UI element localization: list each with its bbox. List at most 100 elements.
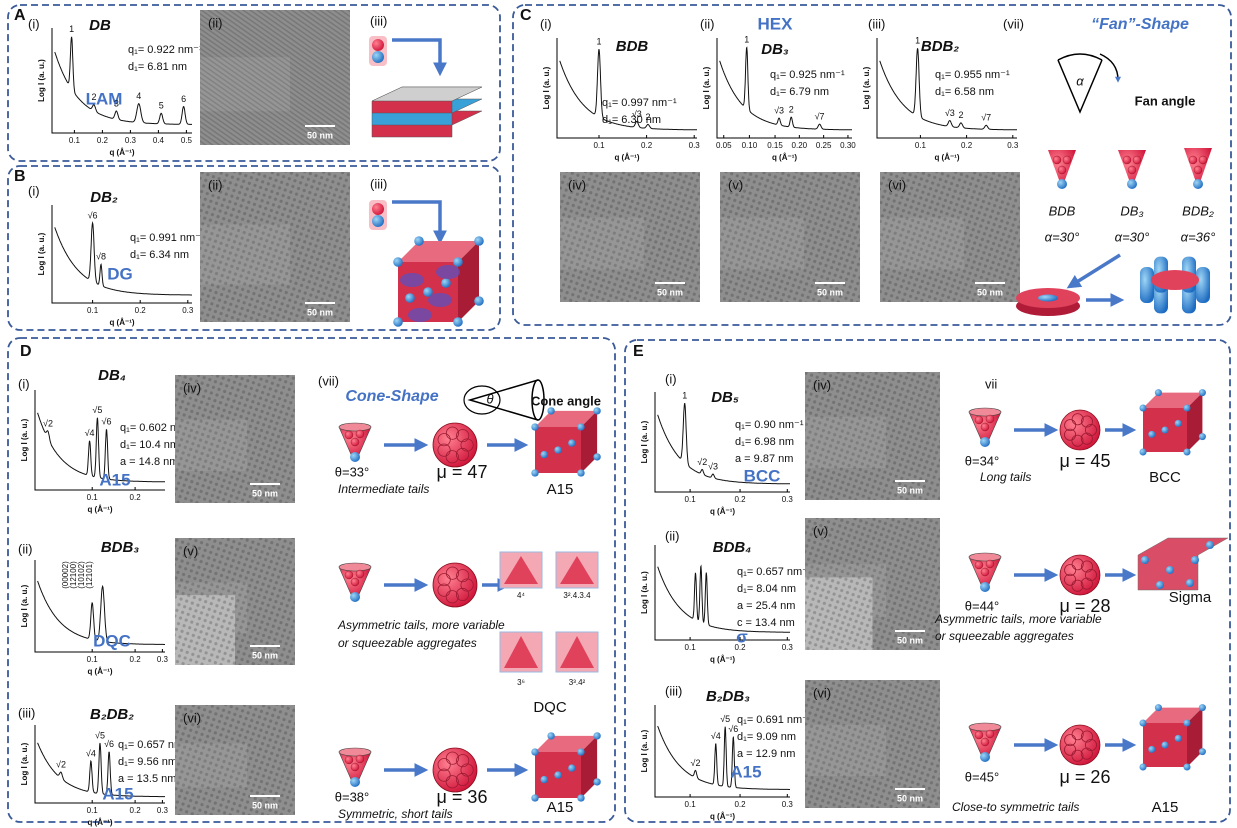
x-tick-label: 0.2 [734, 495, 746, 504]
x-tick-label: 0.10 [742, 141, 758, 150]
tem-texture [880, 172, 1020, 302]
cube-sphere [441, 278, 451, 288]
x-tick-label: 0.2 [135, 306, 147, 315]
cone-block [355, 754, 365, 764]
tail-description: Symmetric, short tails [338, 807, 453, 821]
tiling-tile [504, 636, 538, 668]
saxs-curve [719, 46, 852, 131]
image-label: (v) [183, 543, 198, 558]
image-label: (v) [728, 177, 743, 192]
peak-index: 6 [181, 94, 186, 104]
cube-sphere [593, 732, 601, 740]
x-tick-label: 0.4 [153, 136, 165, 145]
peak-index: √2 [691, 758, 701, 768]
fan-block [1127, 165, 1137, 175]
phase-label: DQC [93, 631, 131, 650]
blue-block [372, 215, 384, 227]
red-block [372, 39, 384, 51]
y-axis-label: Log I (a. u.) [20, 584, 29, 627]
peak-index: √5 [95, 730, 105, 740]
cube-sphere [554, 446, 562, 454]
image-label: (iv) [183, 380, 201, 395]
x-tick-label: 0.15 [767, 141, 783, 150]
structure-parameter: q₁= 0.90 nm⁻¹ [735, 419, 804, 431]
cone-block [980, 567, 990, 577]
panel-label: (ii) [665, 528, 679, 543]
aggregate [1059, 724, 1101, 766]
tiling-label: 3³.4² [569, 678, 586, 687]
cube-side [458, 241, 479, 322]
cone-block [974, 560, 984, 570]
aggregate-unit [437, 768, 451, 782]
phase-name: BCC [1149, 469, 1181, 486]
x-tick-label: 0.1 [685, 800, 697, 809]
scale-label: 50 nm [657, 287, 683, 297]
aggregate-unit [437, 433, 451, 447]
aggregate-unit [1071, 558, 1084, 571]
tem-shade [805, 724, 886, 776]
scale-label: 50 nm [897, 793, 923, 803]
peak-index: 1 [744, 35, 749, 45]
panel-label: (iii) [665, 683, 682, 698]
tem-texture [720, 172, 860, 302]
structure-parameter: q₁= 0.657 nm⁻¹ [737, 566, 812, 578]
structure-parameter: d₁= 6.30 nm [602, 114, 661, 126]
panel-label: (i) [665, 371, 677, 386]
aggregate-unit [445, 426, 460, 440]
sample-name: B₂DB₃ [706, 688, 750, 705]
aggregate-unit [1085, 423, 1098, 436]
fan-block [1062, 155, 1072, 165]
tem-texture [175, 375, 295, 503]
tiling-tile [560, 636, 594, 668]
cube-sphere [577, 794, 585, 802]
arrow [392, 200, 447, 245]
peak-index: √3 [632, 109, 642, 119]
x-tick-label: 0.05 [716, 141, 732, 150]
x-axis-label: q (Å⁻¹) [614, 153, 639, 162]
image-label: (v) [813, 523, 828, 538]
cylinder [1196, 267, 1210, 303]
structure-parameter: d₁= 6.34 nm [130, 249, 189, 261]
aggregate-unit [460, 763, 474, 777]
sample-name: DB₃ [761, 41, 789, 58]
structure-parameter: d₁= 9.56 nm [118, 756, 177, 768]
tem-texture [560, 172, 700, 302]
aggregate-unit [455, 587, 470, 602]
peak-index: (10102) [77, 561, 86, 589]
axis [34, 560, 165, 653]
panel-label: (i) [28, 183, 40, 198]
axis [654, 545, 790, 641]
aggregate [1059, 409, 1101, 451]
saxs-curve [657, 725, 790, 790]
cone-block [350, 437, 360, 447]
scale-label: 50 nm [977, 287, 1003, 297]
x-tick-label: 0.2 [130, 493, 142, 502]
x-axis-label: q (Å⁻¹) [710, 812, 735, 821]
panel-frame [7, 4, 501, 162]
aggregate-unit [456, 429, 470, 443]
angle-name: Cone angle [531, 393, 601, 408]
molecule-angle: α=30° [1115, 229, 1150, 244]
phase-name: A15 [547, 481, 574, 498]
tiling-label: 3⁶ [517, 678, 525, 687]
cube-sphere [414, 236, 424, 246]
tail-description: Intermediate tails [338, 482, 429, 496]
cube-sphere [393, 257, 403, 267]
sample-name: DB₂ [90, 189, 118, 206]
peak-index: √2 [697, 457, 707, 467]
x-axis-label: q (Å⁻¹) [772, 153, 797, 162]
cube-sphere [1154, 704, 1162, 712]
aggregate-unit [1064, 734, 1077, 747]
sample-name: DB [89, 17, 111, 34]
phase-label: A15 [730, 762, 761, 781]
x-tick-label: 0.3 [782, 800, 794, 809]
x-tick-label: 0.25 [816, 141, 832, 150]
aggregate [1059, 554, 1101, 596]
aggregate-unit [1080, 432, 1093, 445]
axis [51, 28, 192, 134]
cone-angle: θ=44° [965, 598, 999, 613]
cube-sphere [593, 453, 601, 461]
cone-icon-apex [463, 385, 501, 415]
x-tick-label: 0.1 [87, 806, 99, 815]
phase-label: HEX [758, 14, 794, 33]
